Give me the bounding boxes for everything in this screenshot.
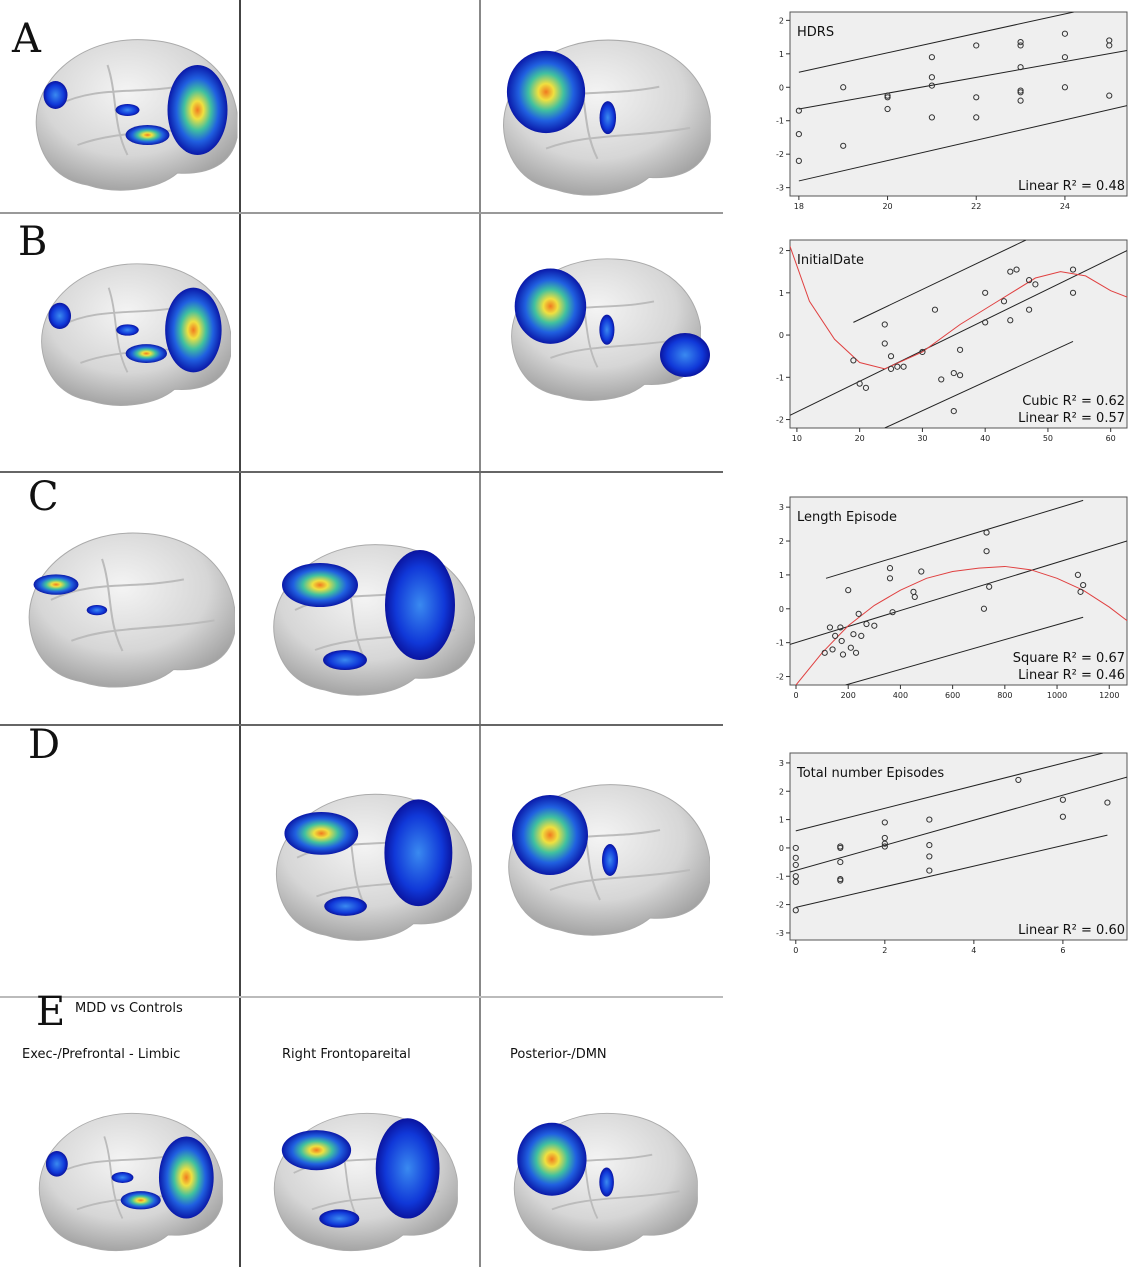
column-label: Posterior-/DMN [510,1047,607,1062]
annotation: Linear R² = 0.48 [1018,179,1125,194]
y-tick-label: 3 [779,759,784,768]
x-tick-label: 22 [971,202,981,211]
x-tick-label: 20 [855,434,865,443]
y-tick-label: -1 [776,373,784,382]
panel-letter: E [36,989,65,1035]
scatter-chart: -3 -2 -1 0 1 2 3 0 2 4 6 Total number Episodes Linea… [776,753,1127,955]
y-tick-label: -1 [776,639,784,648]
y-tick-label: 2 [779,247,784,256]
annotation: Linear R² = 0.46 [1018,668,1125,683]
y-tick-label: 3 [779,503,784,512]
panel-title: MDD vs Controls [75,1001,183,1016]
panel-letter: B [18,219,47,265]
annotation: Linear R² = 0.57 [1018,411,1125,426]
x-tick-label: 18 [794,202,804,211]
x-tick-label: 10 [792,434,802,443]
x-tick-label: 600 [945,691,960,700]
y-tick-label: 0 [779,83,784,92]
y-tick-label: -1 [776,872,784,881]
y-tick-label: 2 [779,537,784,546]
scatter-chart: -3 -2 -1 0 1 2 18 20 22 24 HDRS Linear R² = 0.48 [776,12,1127,211]
y-tick-label: 1 [779,289,784,298]
y-tick-label: 0 [779,844,784,853]
annotation: Square R² = 0.67 [1013,651,1125,666]
column-label: Exec-/Prefrontal - Limbic [22,1047,180,1062]
y-tick-label: 1 [779,816,784,825]
panel-letter: A [11,16,42,62]
x-tick-label: 50 [1043,434,1053,443]
y-tick-label: 1 [779,571,784,580]
x-tick-label: 400 [893,691,908,700]
annotation: Cubic R² = 0.62 [1022,394,1125,409]
x-tick-label: 4 [971,946,976,955]
y-tick-label: -3 [776,184,784,193]
y-tick-label: -2 [776,416,784,425]
chart-title: Length Episode [797,510,897,525]
x-tick-label: 0 [793,946,798,955]
scatter-chart: -2 -1 0 1 2 3 0 200 400 600 800 1000 1200 Length Epis… [776,497,1127,700]
y-tick-label: 0 [779,331,784,340]
x-tick-label: 40 [980,434,990,443]
panel-letter: C [28,474,59,520]
panel-letter: D [28,722,60,768]
chart-title: HDRS [797,25,834,40]
x-tick-label: 2 [882,946,887,955]
x-tick-label: 0 [793,691,798,700]
y-tick-label: -2 [776,150,784,159]
x-tick-label: 200 [841,691,856,700]
brain-images [29,40,711,1251]
y-tick-label: -2 [776,673,784,682]
y-tick-label: 2 [779,16,784,25]
scatter-chart: -2 -1 0 1 2 10 20 30 40 50 60 InitialDate Cubic R² =… [776,240,1127,443]
x-tick-label: 1000 [1047,691,1067,700]
chart-title: Total number Episodes [796,766,944,781]
chart-title: InitialDate [797,253,864,268]
y-tick-label: -3 [776,929,784,938]
plot-area [790,12,1127,196]
x-tick-label: 60 [1106,434,1116,443]
x-tick-label: 6 [1060,946,1065,955]
annotation: Linear R² = 0.60 [1018,923,1125,938]
plot-area [790,753,1127,940]
x-tick-label: 20 [882,202,892,211]
x-tick-label: 30 [917,434,927,443]
y-tick-label: 1 [779,50,784,59]
x-tick-label: 1200 [1099,691,1119,700]
column-label: Right Frontopareital [282,1047,411,1062]
y-tick-label: 2 [779,787,784,796]
x-tick-label: 24 [1060,202,1070,211]
y-tick-label: 0 [779,605,784,614]
y-tick-label: -1 [776,117,784,126]
y-tick-label: -2 [776,901,784,910]
x-tick-label: 800 [997,691,1012,700]
figure: A B C D E MDD vs Controls Exec-/Prefront… [0,0,1131,1267]
